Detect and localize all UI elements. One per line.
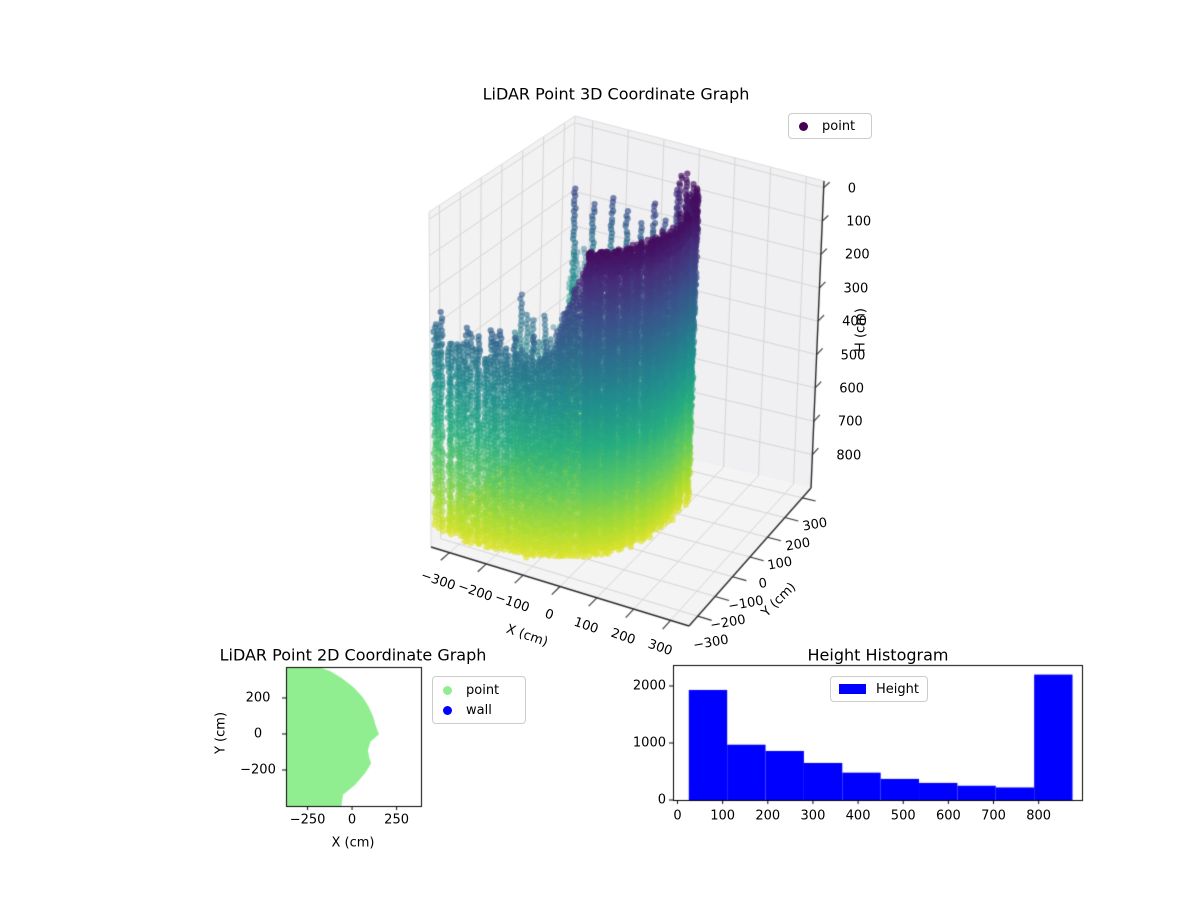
wall-legend-label: wall	[466, 702, 492, 718]
hist-x-tick-label: 300	[800, 808, 826, 824]
plot3d-z-tick-label: 100	[846, 214, 872, 230]
hist-x-tick-label: 200	[755, 808, 781, 824]
point-legend-marker	[799, 121, 808, 131]
height-legend-label: Height	[876, 681, 919, 697]
plot3d-z-tick-label: 600	[839, 381, 865, 397]
plot2d-x-tick-label: −250	[289, 812, 326, 828]
plot2d-title: LiDAR Point 2D Coordinate Graph	[219, 645, 487, 665]
plot2d-x-tick-label: 0	[347, 812, 357, 828]
plot3d-z-tick-label: 800	[836, 448, 862, 464]
wall-legend-marker	[443, 705, 452, 715]
plot3d-z-tick-label: 0	[847, 181, 856, 197]
plot3d-legend: point	[788, 113, 872, 139]
hist-legend: Height	[830, 676, 928, 702]
plot2d-y-tick-label: 200	[245, 690, 271, 706]
hist-x-tick-label: 100	[710, 808, 736, 824]
plot3d-z-tick-label: 500	[840, 348, 866, 364]
hist-y-tick-label: 0	[657, 792, 666, 808]
point2d-legend-marker	[443, 685, 452, 695]
plot3d-z-tick-label: 300	[843, 281, 869, 297]
hist-y-tick-label: 2000	[632, 678, 666, 694]
plot3d-title: LiDAR Point 3D Coordinate Graph	[482, 84, 750, 104]
plot3d-z-tick-label: 700	[837, 414, 863, 430]
hist-x-tick-label: 700	[981, 808, 1006, 824]
height-legend-swatch	[839, 684, 866, 694]
hist-x-tick-label: 600	[935, 808, 961, 824]
plot2d-y-axis-label: Y (cm)	[213, 711, 229, 755]
hist-title: Height Histogram	[807, 645, 949, 665]
plot2d-y-tick-label: 0	[253, 726, 263, 742]
plot3d-z-tick-label: 200	[844, 247, 870, 263]
hist-x-tick-label: 400	[845, 808, 871, 824]
point2d-legend-label: point	[466, 682, 500, 698]
plot2d-x-axis-label: X (cm)	[331, 835, 375, 851]
plot2d-legend: point wall	[432, 676, 526, 724]
point-legend-label: point	[822, 118, 856, 134]
hist-y-tick-label: 1000	[632, 735, 666, 751]
plot2d-x-tick-label: 250	[384, 812, 410, 828]
plot2d-y-tick-label: −200	[240, 762, 276, 778]
hist-x-tick-label: 0	[673, 808, 682, 824]
hist-x-tick-label: 800	[1026, 808, 1052, 824]
plot3d-z-tick-label: 400	[842, 314, 867, 330]
hist-x-tick-label: 500	[890, 808, 916, 824]
